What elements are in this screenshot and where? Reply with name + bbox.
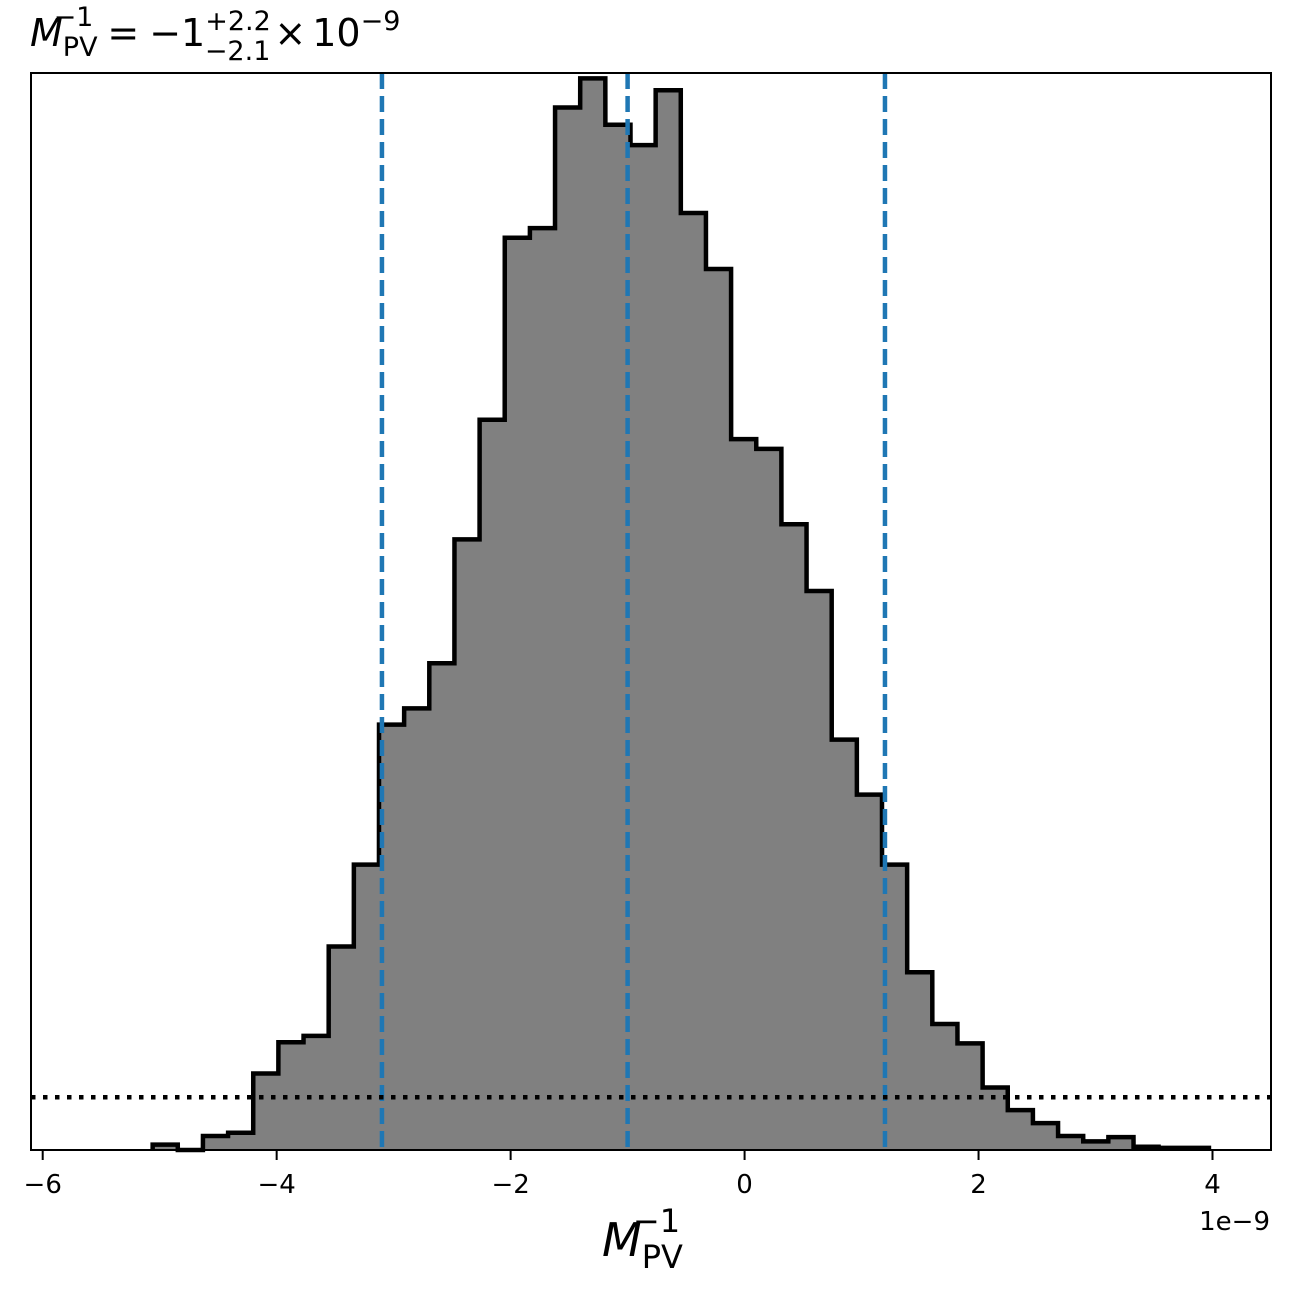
histogram-bar-15 — [529, 228, 556, 1150]
x-tick-label-4: 2 — [970, 1170, 987, 1200]
x-tick-label-3: 0 — [736, 1170, 753, 1200]
vertical-lines — [379, 73, 888, 1150]
histogram-bar-12 — [454, 539, 481, 1150]
histogram-bar-7 — [328, 946, 355, 1150]
x-tick-label-2: −2 — [491, 1170, 529, 1200]
histogram-bar-17 — [580, 78, 606, 1150]
histogram-bar-37 — [1083, 1141, 1109, 1150]
plot-frame — [30, 72, 1272, 1151]
histogram-bar-8 — [353, 864, 380, 1150]
histogram-bar-21 — [680, 213, 707, 1150]
histogram-bar-10 — [404, 708, 430, 1150]
x-axis-label: MPV−1 — [602, 1202, 683, 1276]
title-value: −1 — [149, 11, 205, 55]
histogram-bar-5 — [278, 1042, 305, 1150]
histogram-bar-27 — [831, 739, 858, 1150]
title-times: × — [274, 11, 306, 55]
histogram-bar-23 — [731, 439, 757, 1150]
title-upper-err: +2.2 — [205, 6, 271, 37]
xlabel-symbol: M — [602, 1213, 642, 1267]
histogram-bar-6 — [303, 1035, 330, 1150]
title-symbol-sup: −1 — [54, 2, 94, 33]
histogram-bar-34 — [1007, 1110, 1034, 1150]
xlabel-sub: PV — [642, 1238, 683, 1276]
histogram-bar-20 — [655, 90, 682, 1150]
histogram-bar-13 — [479, 419, 506, 1150]
xlabel-sup: −1 — [633, 1202, 680, 1240]
histogram-bar-16 — [555, 107, 581, 1151]
title-base: 10 — [312, 11, 360, 55]
histogram-bar-4 — [253, 1073, 279, 1150]
x-axis-ticks: −6 −4 −2 0 2 4 — [24, 1150, 1221, 1200]
histogram-bar-22 — [705, 269, 732, 1150]
x-offset-label: 1e−9 — [1199, 1207, 1270, 1237]
histogram-bar-11 — [429, 663, 455, 1150]
histogram-bar-2 — [202, 1135, 229, 1150]
histogram-bar-28 — [856, 794, 883, 1150]
histogram-bar-14 — [504, 237, 531, 1150]
title-symbol: M — [30, 11, 63, 55]
histogram-bar-31 — [932, 1023, 958, 1150]
x-tick-label-1: −4 — [257, 1170, 295, 1200]
x-tick-label-5: 4 — [1204, 1170, 1221, 1200]
histogram-bar-19 — [630, 145, 657, 1150]
histogram-outline — [150, 76, 1212, 1153]
histogram-bars — [150, 76, 1212, 1153]
title-symbol-sub: PV — [63, 32, 98, 63]
histogram-bar-38 — [1108, 1137, 1134, 1150]
histogram-bar-36 — [1058, 1135, 1084, 1150]
histogram-bar-3 — [228, 1132, 254, 1150]
title-lower-err: −2.1 — [205, 36, 271, 67]
x-tick-label-0: −6 — [24, 1170, 62, 1200]
histogram-bar-25 — [781, 524, 808, 1150]
histogram-bar-26 — [806, 591, 833, 1150]
title-equals: = — [107, 11, 139, 55]
histogram-bar-30 — [907, 972, 933, 1150]
histogram-bar-0 — [152, 1144, 179, 1150]
chart-title: MPV−1 = −1+2.2 −2.1 × 10−9 — [30, 2, 400, 67]
title-exponent: −9 — [361, 6, 401, 37]
histogram-bar-24 — [756, 448, 782, 1150]
histogram-bar-35 — [1032, 1123, 1059, 1150]
